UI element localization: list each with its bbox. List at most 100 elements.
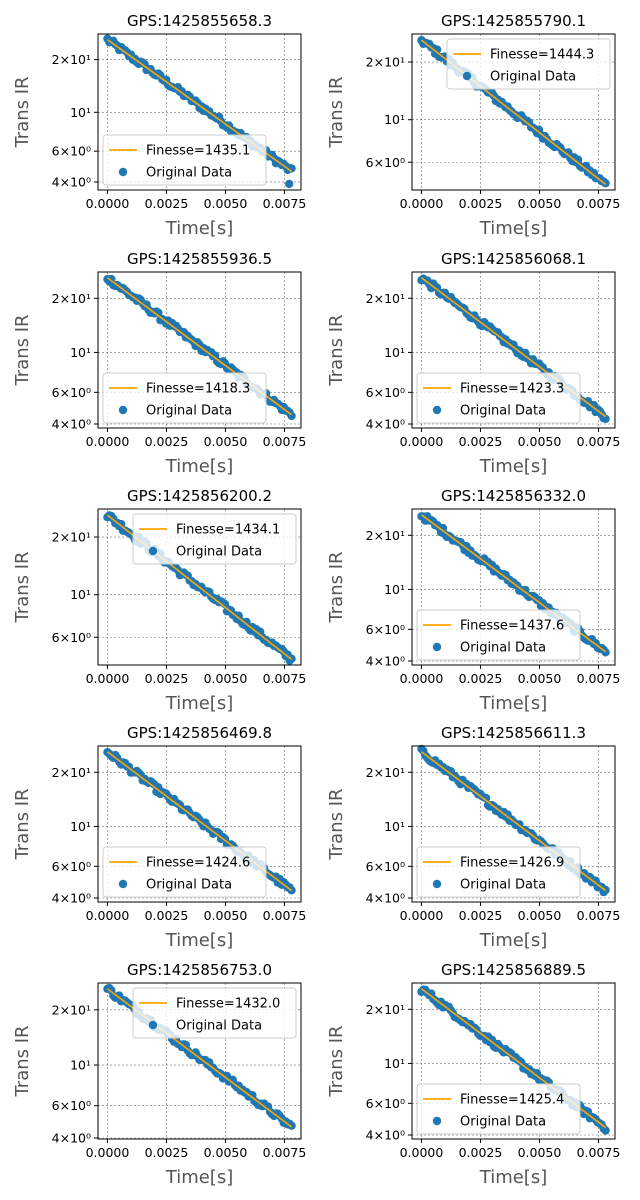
legend-label: Original Data	[490, 70, 576, 85]
x-tick-label: 0.0000	[400, 671, 444, 686]
data-point	[284, 179, 294, 189]
legend-label: Finesse=1426.9	[460, 856, 564, 871]
legend-box	[102, 846, 267, 898]
y-tick-label: 10¹	[384, 1056, 405, 1071]
subplot-7: GPS:1425856469.8 0.0000 0.0025 0.0050 0.0075…	[12, 724, 306, 951]
y-tick-label: 2×10¹	[366, 528, 405, 543]
x-tick-label: 0.0075	[263, 196, 307, 211]
legend-label: Original Data	[146, 166, 232, 181]
axes-frame	[97, 271, 302, 429]
data-point	[487, 1035, 497, 1044]
x-tick-label: 0.0000	[86, 908, 130, 923]
subplot-title: GPS:1425855936.5	[127, 250, 272, 268]
x-tick-label: 0.0050	[204, 908, 248, 923]
x-axis-label: Time[s]	[165, 693, 233, 714]
x-tick-label: 0.0050	[518, 434, 562, 449]
x-tick-label: 0.0075	[263, 671, 307, 686]
subplot-10: GPS:1425856889.5 0.0000 0.0025 0.0050 0.0075…	[326, 961, 620, 1188]
subplot-4: GPS:1425856068.1 0.0000 0.0025 0.0050 0.0075…	[326, 250, 620, 477]
x-tick-label: 0.0075	[577, 671, 621, 686]
subplot-title: GPS:1425856753.0	[127, 961, 272, 979]
legend-marker-swatch	[432, 405, 442, 415]
x-tick-label: 0.0000	[400, 908, 444, 923]
x-axis-label: Time[s]	[479, 930, 547, 951]
legend-label: Finesse=1435.1	[146, 144, 250, 159]
data-point	[287, 1121, 296, 1130]
subplot-2: GPS:1425855790.1 0.0000 0.0025 0.0050 0.0075…	[326, 12, 620, 239]
data-point	[481, 793, 491, 803]
legend-box	[446, 38, 611, 90]
y-tick-label: 6×10⁰	[366, 622, 405, 637]
y-tick-label: 2×10¹	[52, 291, 91, 306]
y-axis-label: Trans IR	[326, 551, 347, 623]
y-tick-label: 2×10¹	[52, 530, 91, 545]
subplot-1: GPS:1425855658.3 0.0000 0.0025 0.0050 0.0075…	[12, 12, 306, 239]
y-tick-label: 4×10⁰	[366, 890, 405, 905]
legend-marker-swatch	[432, 642, 442, 652]
x-tick-label: 0.0025	[459, 196, 503, 211]
legend-label: Finesse=1424.6	[146, 856, 250, 871]
y-tick-label: 10¹	[384, 345, 405, 360]
x-tick-label: 0.0025	[145, 196, 189, 211]
legend-marker-swatch	[148, 546, 158, 556]
y-tick-label: 6×10⁰	[52, 630, 91, 645]
x-tick-label: 0.0050	[518, 908, 562, 923]
x-axis-label: Time[s]	[165, 456, 233, 477]
x-tick-label: 0.0050	[204, 196, 248, 211]
x-tick-label: 0.0050	[518, 1145, 562, 1160]
y-axis-label: Trans IR	[12, 1025, 33, 1097]
legend-label: Original Data	[176, 545, 262, 560]
x-tick-label: 0.0025	[459, 1145, 503, 1160]
axes-frame	[97, 982, 302, 1140]
legend-label: Finesse=1432.0	[176, 997, 280, 1012]
legend-marker-swatch	[118, 879, 128, 889]
x-tick-label: 0.0025	[459, 671, 503, 686]
x-tick-label: 0.0050	[518, 671, 562, 686]
x-tick-label: 0.0025	[145, 1145, 189, 1160]
legend-box	[416, 846, 581, 898]
y-tick-label: 6×10⁰	[366, 859, 405, 874]
legend-label: Finesse=1423.3	[460, 382, 564, 397]
y-tick-label: 10¹	[384, 112, 405, 127]
legend-label: Finesse=1418.3	[146, 382, 250, 397]
legend-marker-swatch	[432, 1116, 442, 1126]
x-axis-label: Time[s]	[165, 218, 233, 239]
y-tick-label: 2×10¹	[52, 765, 91, 780]
axes-frame	[97, 508, 302, 666]
y-tick-label: 2×10¹	[366, 291, 405, 306]
y-tick-label: 4×10⁰	[366, 653, 405, 668]
x-tick-label: 0.0075	[577, 908, 621, 923]
legend-marker-swatch	[148, 1020, 158, 1030]
legend-box	[132, 513, 297, 565]
legend-label: Original Data	[146, 404, 232, 419]
data-point	[116, 519, 126, 529]
subplot-9: GPS:1425856753.0 0.0000 0.0025 0.0050 0.0075…	[12, 961, 306, 1188]
x-axis-label: Time[s]	[479, 218, 547, 239]
axes-frame	[411, 33, 616, 191]
x-tick-label: 0.0000	[86, 434, 130, 449]
x-tick-label: 0.0075	[577, 1145, 621, 1160]
legend: Finesse=1424.6 Original Data	[102, 846, 267, 898]
y-tick-label: 6×10⁰	[366, 385, 405, 400]
legend-label: Original Data	[176, 1019, 262, 1034]
subplot-8: GPS:1425856611.3 0.0000 0.0025 0.0050 0.0075…	[326, 724, 620, 951]
data-point	[601, 414, 610, 424]
y-tick-label: 10¹	[384, 582, 405, 597]
subplot-title: GPS:1425856332.0	[441, 487, 586, 505]
legend-marker-swatch	[462, 71, 472, 81]
y-axis-label: Trans IR	[12, 788, 33, 860]
legend-label: Finesse=1437.6	[460, 619, 564, 634]
subplot-title: GPS:1425856611.3	[441, 724, 586, 742]
x-tick-label: 0.0050	[204, 1145, 248, 1160]
legend: Finesse=1425.4 Original Data	[416, 1083, 581, 1135]
y-tick-label: 6×10⁰	[52, 385, 91, 400]
legend-box	[416, 372, 581, 424]
y-tick-label: 10¹	[70, 1058, 91, 1073]
y-axis-label: Trans IR	[12, 76, 33, 148]
legend-box	[102, 372, 267, 424]
x-tick-label: 0.0000	[400, 196, 444, 211]
x-tick-label: 0.0075	[577, 196, 621, 211]
x-tick-label: 0.0000	[400, 1145, 444, 1160]
x-tick-label: 0.0025	[145, 671, 189, 686]
